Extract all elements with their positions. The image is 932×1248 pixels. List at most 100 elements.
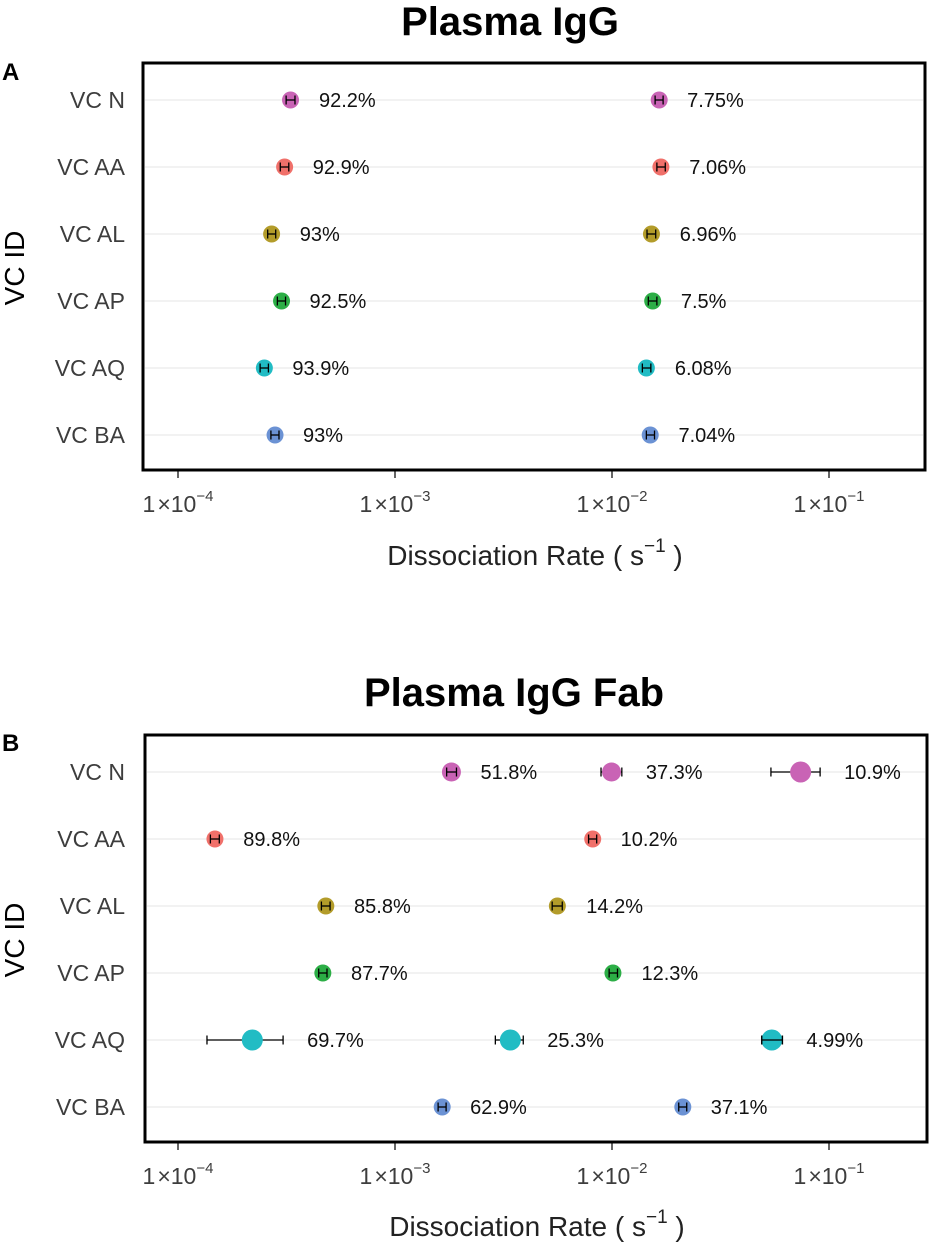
panel-label: B (2, 730, 19, 757)
x-tick-base: 10 (171, 491, 197, 517)
y-tick-label: VC AA (57, 154, 125, 180)
error-bars (206, 767, 821, 1112)
x-tick-base: 10 (605, 491, 631, 517)
x-tick-exponent: −2 (630, 1160, 647, 1177)
x-axis-label: Dissociation Rate ( s−1 ) (387, 536, 683, 571)
x-axis-label-exponent: −1 (646, 1207, 668, 1228)
data-label: 12.3% (641, 963, 698, 985)
x-tick-mantissa: 1 (577, 1163, 590, 1189)
x-tick-exponent: −3 (413, 488, 430, 505)
data-label: 51.8% (480, 762, 537, 784)
x-tick-base: 10 (822, 1163, 848, 1189)
data-label: 62.9% (470, 1097, 527, 1119)
data-label: 10.9% (844, 762, 901, 784)
data-points (206, 761, 812, 1116)
y-tick-label: VC AP (57, 288, 125, 314)
data-label: 6.08% (675, 358, 732, 380)
x-tick-base: 10 (171, 1163, 197, 1189)
data-label: 6.96% (680, 224, 737, 246)
data-label: 92.9% (313, 157, 370, 179)
data-label: 92.5% (310, 291, 367, 313)
data-label: 4.99% (806, 1030, 863, 1052)
x-tick-times: × (808, 491, 821, 517)
grid-lines (147, 771, 925, 1108)
error-bar-overlay (285, 95, 296, 105)
data-label: 93% (303, 425, 343, 447)
x-tick-times: × (374, 1163, 387, 1189)
x-tick-exponent: −2 (630, 488, 647, 505)
x-axis-ticks: 1×10−4 1×10−3 1×10−2 1×10−1 (143, 471, 865, 517)
error-bar-overlay (320, 901, 331, 911)
panel-label: A (2, 59, 19, 86)
data-label: 92.2% (319, 90, 376, 112)
x-axis-label-exponent: −1 (644, 536, 666, 557)
data-label: 25.3% (547, 1030, 604, 1052)
chart-title: Plasma IgG (401, 0, 619, 44)
x-tick-mantissa: 1 (794, 491, 807, 517)
y-tick-label: VC N (70, 87, 125, 113)
y-tick-label: VC AL (60, 893, 125, 919)
data-point (602, 762, 622, 782)
data-labels: 51.8% 37.3% 10.9% 89.8% 10.2% 85.8% 14.2% 87.7%… (243, 762, 901, 1119)
x-tick-times: × (591, 1163, 604, 1189)
x-tick-label: 1×10−1 (794, 1160, 865, 1189)
y-tick-labels: VC N VC AA VC AL VC AP VC AQ VC BA (55, 759, 126, 1120)
error-bar-overlay (608, 968, 619, 978)
data-label: 37.1% (711, 1097, 768, 1119)
data-label: 87.7% (351, 963, 408, 985)
x-axis-label-close: ) (666, 540, 683, 571)
x-axis-label-close: ) (668, 1211, 685, 1242)
error-bar-overlay (551, 901, 563, 911)
x-axis-label-text: Dissociation Rate ( s (387, 540, 644, 571)
x-tick-times: × (157, 1163, 170, 1189)
data-label: 7.5% (681, 291, 727, 313)
error-bar-overlay (276, 296, 287, 306)
x-tick-exponent: −1 (847, 1160, 864, 1177)
x-tick-label: 1×10−3 (360, 1160, 431, 1189)
error-bar-overlay (587, 834, 598, 844)
x-tick-mantissa: 1 (360, 1163, 373, 1189)
x-tick-base: 10 (388, 1163, 414, 1189)
data-label: 14.2% (586, 896, 643, 918)
grid-lines (145, 99, 923, 436)
x-tick-times: × (591, 491, 604, 517)
error-bar-overlay (647, 296, 658, 306)
y-tick-labels: VC N VC AA VC AL VC AP VC AQ VC BA (55, 87, 126, 448)
plot-frame (143, 733, 929, 1144)
x-tick-base: 10 (822, 491, 848, 517)
data-point (241, 1029, 263, 1051)
x-tick-times: × (808, 1163, 821, 1189)
x-tick-label: 1×10−4 (143, 488, 214, 517)
x-tick-label: 1×10−1 (794, 488, 865, 517)
data-label: 7.06% (689, 157, 746, 179)
x-tick-mantissa: 1 (794, 1163, 807, 1189)
chart-title: Plasma IgG Fab (364, 671, 664, 715)
x-axis-label: Dissociation Rate ( s−1 ) (389, 1207, 685, 1242)
x-tick-mantissa: 1 (360, 491, 373, 517)
data-labels: 92.2% 7.75% 92.9% 7.06% 93% 6.96% 92.5% 7.5% 93.… (292, 90, 746, 447)
x-tick-mantissa: 1 (143, 1163, 156, 1189)
y-axis-label: VC ID (0, 903, 30, 978)
x-tick-label: 1×10−2 (577, 488, 648, 517)
error-bars (259, 95, 666, 440)
error-bar-overlay (446, 767, 458, 777)
y-tick-label: VC AQ (55, 1027, 125, 1053)
error-bar-overlay (641, 363, 652, 373)
data-label: 93.9% (292, 358, 349, 380)
y-tick-label: VC AP (57, 960, 125, 986)
error-bar-overlay (270, 430, 280, 440)
y-tick-label: VC AA (57, 826, 125, 852)
error-bar-overlay (646, 229, 657, 239)
data-label: 89.8% (243, 829, 300, 851)
x-axis-label-text: Dissociation Rate ( s (389, 1211, 646, 1242)
error-bar-overlay (761, 1035, 784, 1045)
plot-frame (141, 61, 927, 472)
x-tick-times: × (374, 491, 387, 517)
y-tick-label: VC AL (60, 221, 125, 247)
x-tick-exponent: −3 (413, 1160, 430, 1177)
error-bar-overlay (267, 229, 277, 239)
error-bar-overlay (678, 1102, 688, 1112)
data-point (499, 1029, 521, 1051)
